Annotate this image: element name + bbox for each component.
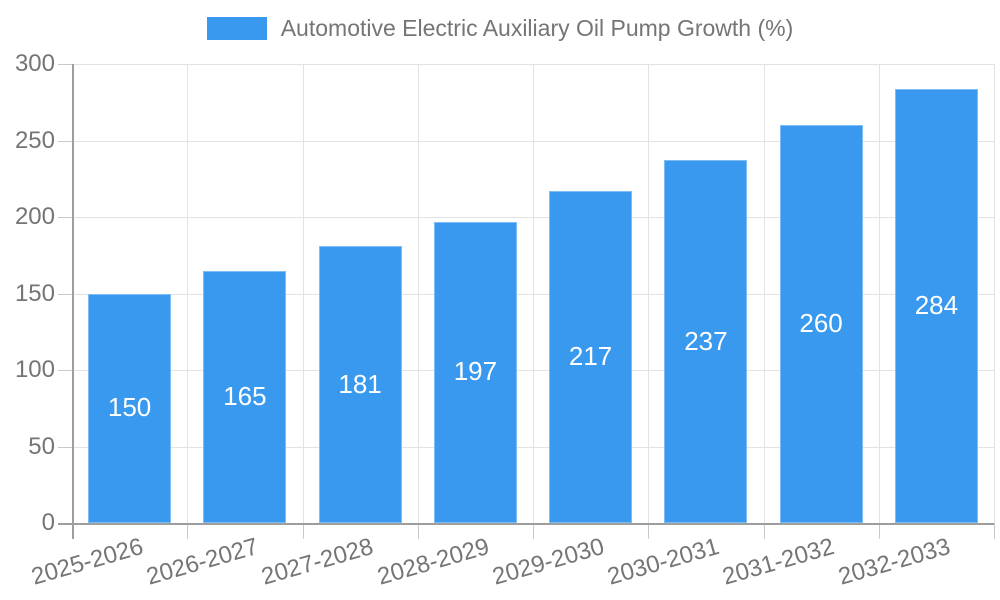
bar[interactable]: 217	[549, 191, 633, 523]
x-gridline	[418, 64, 419, 523]
x-axis-tick-label: 2030-2031	[604, 533, 723, 591]
x-axis-tick	[418, 523, 419, 539]
x-axis-tick	[994, 523, 995, 539]
bar[interactable]: 150	[88, 293, 172, 523]
bar-value-label: 260	[799, 308, 843, 339]
bar-value-label: 197	[453, 356, 498, 387]
bar-value-label: 237	[684, 325, 728, 356]
y-axis-tick	[58, 294, 72, 295]
y-axis-tick	[58, 141, 72, 142]
y-axis-tick	[58, 370, 72, 371]
legend-series-label: Automotive Electric Auxiliary Oil Pump G…	[280, 15, 794, 41]
x-gridline	[303, 64, 304, 523]
x-gridline	[879, 64, 880, 523]
x-axis-tick-label: 2025-2026	[28, 533, 147, 591]
x-axis-tick	[879, 523, 880, 539]
y-axis-tick-label: 250	[14, 127, 55, 154]
x-gridline	[648, 64, 649, 523]
x-axis-tick-label: 2028-2029	[374, 533, 492, 591]
bar-value-label: 150	[107, 392, 152, 423]
bar-value-label: 165	[223, 380, 267, 411]
x-gridline	[764, 64, 765, 523]
x-axis-line	[58, 523, 994, 525]
y-axis-tick-label: 50	[28, 433, 55, 460]
bar[interactable]: 197	[433, 221, 517, 523]
bar[interactable]: 237	[664, 160, 748, 523]
x-axis-tick-label: 2029-2030	[489, 533, 608, 591]
x-axis-tick	[187, 523, 188, 539]
x-axis-tick	[648, 523, 649, 539]
bar[interactable]: 181	[318, 246, 402, 523]
x-axis-tick-label: 2027-2028	[258, 533, 377, 591]
y-axis-line	[72, 64, 74, 539]
y-axis-tick	[58, 217, 72, 218]
y-axis-tick	[58, 447, 72, 448]
bar-value-label: 217	[568, 341, 613, 371]
x-axis-tick	[303, 523, 304, 539]
y-axis-tick-label: 0	[41, 509, 55, 536]
y-axis-tick-label: 300	[14, 50, 55, 77]
x-gridline	[994, 64, 995, 523]
y-axis-tick-label: 100	[14, 356, 55, 383]
legend[interactable]: Automotive Electric Auxiliary Oil Pump G…	[0, 14, 1000, 42]
bar-value-label: 284	[914, 289, 959, 320]
x-axis-tick-label: 2026-2027	[143, 533, 262, 591]
x-axis-tick	[533, 523, 534, 539]
legend-swatch-icon	[206, 16, 267, 40]
x-gridline	[187, 64, 188, 523]
y-axis-tick-label: 200	[14, 203, 55, 230]
bar[interactable]: 284	[894, 88, 978, 523]
y-axis-tick-label: 150	[14, 280, 55, 307]
x-axis-tick	[764, 523, 765, 539]
x-axis-tick-label: 2031-2032	[719, 533, 838, 591]
x-gridline	[533, 64, 534, 523]
x-axis-tick-label: 2032-2033	[835, 533, 953, 591]
bar-value-label: 181	[338, 368, 382, 399]
bar[interactable]: 165	[203, 270, 287, 523]
bar[interactable]: 260	[779, 125, 863, 523]
y-axis-tick	[58, 64, 72, 65]
